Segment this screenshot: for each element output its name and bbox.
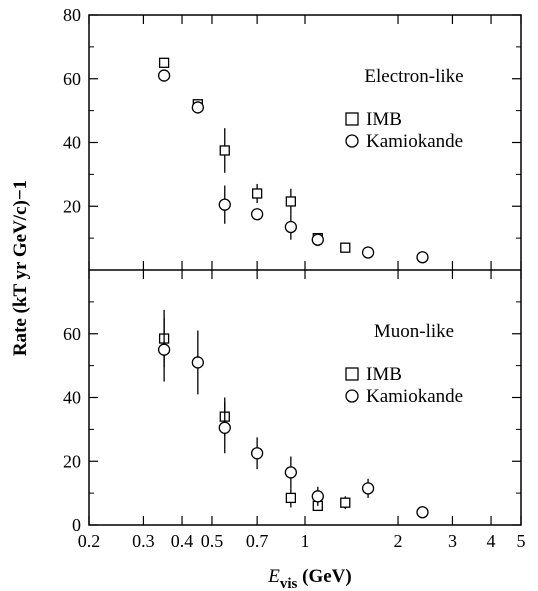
data-point-circle [361, 246, 375, 259]
panels: 20406080Electron-likeIMBKamiokande020406… [63, 5, 522, 535]
x-tick-label: 4 [487, 531, 496, 551]
data-point-square [285, 196, 297, 207]
data-point-square [158, 57, 170, 68]
panel-label: Electron-like [364, 66, 463, 87]
data-point-circle [191, 356, 204, 369]
data-point-square [219, 145, 230, 156]
legend-label: Kamiokande [366, 386, 463, 407]
data-point-circle [218, 198, 231, 211]
data-point-circle [416, 506, 429, 519]
series-kamiokande [157, 69, 429, 264]
x-tick-label: 2 [394, 531, 403, 551]
x-tick-label: 0.5 [201, 531, 224, 551]
y-tick-label: 60 [63, 324, 81, 344]
legend-label: Kamiokande [366, 131, 463, 152]
data-point-circle [284, 466, 298, 479]
x-tick-label: 5 [517, 531, 526, 551]
data-point-circle [361, 482, 375, 495]
x-tick-label: 1 [301, 531, 310, 551]
data-point-circle [157, 69, 171, 82]
series-imb [158, 309, 351, 512]
data-point-circle [191, 101, 204, 114]
data-point-square [251, 188, 263, 199]
y-tick-label: 20 [63, 196, 81, 216]
series-imb [158, 57, 351, 253]
legend-circle-marker [345, 134, 359, 148]
y-axis-label: Rate (kT yr GeV/c)−1 [10, 180, 31, 356]
data-point-circle [284, 220, 298, 234]
data-point-square [340, 497, 351, 508]
y-tick-label: 80 [63, 5, 81, 25]
x-tick-label: 0.4 [171, 531, 194, 551]
data-point-circle [250, 208, 264, 221]
legend-circle-marker [345, 389, 359, 403]
data-point-circle [311, 233, 324, 246]
data-point-square [285, 492, 297, 504]
data-point-circle [250, 447, 264, 460]
x-tick-label: 0.7 [246, 531, 269, 551]
data-point-square [340, 242, 351, 253]
y-tick-label: 40 [63, 133, 81, 153]
y-tick-label: 20 [63, 451, 81, 471]
x-tick-label: 0.3 [132, 531, 155, 551]
series-kamiokande [157, 317, 429, 519]
x-axis-label: Evis (GeV) [267, 566, 351, 591]
data-point-circle [218, 421, 231, 434]
legend-label: IMB [366, 109, 402, 130]
legend-square-marker [345, 112, 359, 126]
data-point-circle [157, 343, 171, 356]
x-tick-label: 3 [448, 531, 457, 551]
y-tick-label: 60 [63, 69, 81, 89]
panel-label: Muon-like [374, 321, 454, 342]
data-point-circle [416, 251, 429, 264]
data-point-circle [311, 490, 324, 503]
legend-square-marker [345, 367, 359, 381]
y-tick-label: 40 [63, 388, 81, 408]
legend-label: IMB [366, 364, 402, 385]
y-tick-label: 0 [72, 515, 81, 535]
x-tick-label: 0.2 [78, 531, 101, 551]
x-axis: 0.2 0.3 0.4 0.5 0.7 1 2 3 4 5 [78, 531, 526, 551]
